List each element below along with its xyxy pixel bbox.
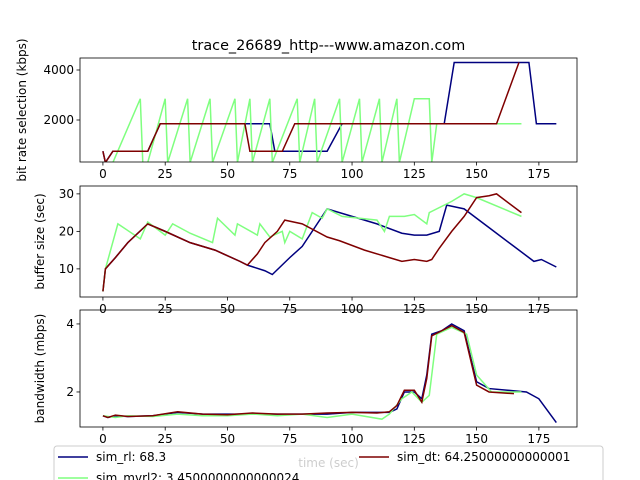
axes-frame — [79, 185, 578, 298]
y-tick-label: 30 — [59, 187, 74, 201]
series-line — [102, 326, 522, 420]
series-line — [102, 193, 522, 292]
x-tick-label: 25 — [158, 302, 173, 316]
x-tick-label: 0 — [99, 432, 107, 446]
legend-label: sim_dt: 64.25000000000001 — [397, 450, 570, 464]
x-tick-label: 125 — [403, 432, 426, 446]
legend-label: sim_mvrl2: 3.4500000000000024 — [96, 471, 299, 480]
chart-title: trace_26689_http---www.amazon.com — [192, 38, 465, 54]
x-tick-label: 50 — [220, 302, 235, 316]
legend-box — [53, 445, 604, 480]
x-tick-label: 175 — [527, 302, 550, 316]
series-line — [102, 62, 520, 162]
axes-frame — [79, 57, 578, 163]
y-tick-label: 10 — [59, 262, 74, 276]
x-tick-label: 175 — [527, 167, 550, 181]
x-tick-label: 125 — [403, 302, 426, 316]
x-tick-label: 0 — [99, 302, 107, 316]
x-tick-label: 100 — [341, 302, 364, 316]
legend-label: sim_rl: 68.3 — [96, 450, 166, 464]
x-tick-label: 100 — [341, 167, 364, 181]
x-tick-label: 100 — [341, 432, 364, 446]
x-tick-label: 175 — [527, 432, 550, 446]
y-tick-label: 2 — [66, 385, 74, 399]
y-axis-label: buffer size (sec) — [33, 193, 47, 289]
x-tick-label: 75 — [282, 302, 297, 316]
y-axis-label: bit rate selection (kbps) — [15, 38, 29, 181]
x-tick-label: 75 — [282, 432, 297, 446]
series-line — [102, 193, 522, 292]
y-tick-label: 4000 — [43, 63, 74, 77]
x-tick-label: 50 — [220, 167, 235, 181]
y-tick-label: 2000 — [43, 113, 74, 127]
legend: sim_rl: 68.3 sim_mvrl2: 3.450000000000002… — [53, 445, 604, 480]
y-axis-label: bandwidth (mbps) — [33, 314, 47, 424]
series-line — [102, 98, 522, 162]
x-tick-label: 75 — [282, 167, 297, 181]
y-tick-label: 20 — [59, 224, 74, 238]
series-line — [102, 324, 515, 419]
x-tick-label: 25 — [158, 167, 173, 181]
x-tick-label: 150 — [465, 432, 488, 446]
x-tick-label: 50 — [220, 432, 235, 446]
x-tick-label: 150 — [465, 302, 488, 316]
x-tick-label: 25 — [158, 432, 173, 446]
x-tick-label: 150 — [465, 167, 488, 181]
axes-frame — [79, 309, 578, 428]
x-tick-label: 125 — [403, 167, 426, 181]
y-tick-label: 4 — [66, 317, 74, 331]
x-tick-label: 0 — [99, 167, 107, 181]
